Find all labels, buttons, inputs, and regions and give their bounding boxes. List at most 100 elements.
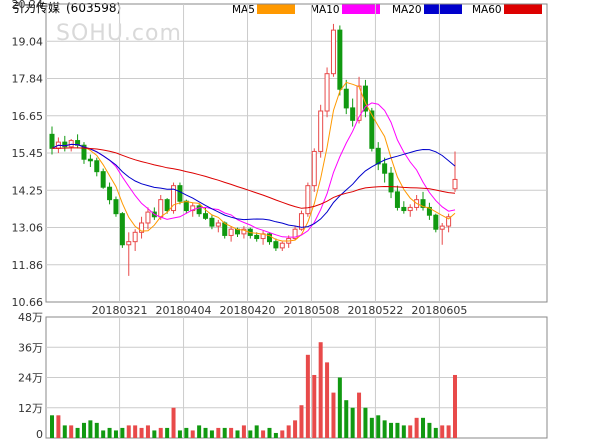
candle xyxy=(426,202,432,220)
volume-bar xyxy=(286,425,291,438)
candle xyxy=(94,157,100,177)
candle-body xyxy=(254,234,260,240)
candle-body xyxy=(228,228,234,236)
stock-code: (603598) xyxy=(66,1,121,15)
candle-body xyxy=(330,29,336,75)
volume-bar xyxy=(50,415,54,438)
volume-bar xyxy=(408,425,413,438)
volume-bar xyxy=(107,427,112,438)
volume-bar xyxy=(88,420,93,438)
candle xyxy=(433,213,439,233)
candle-body xyxy=(196,205,202,215)
volume-bar xyxy=(94,422,99,438)
candle-body xyxy=(311,150,317,187)
date-tick-label: 20180605 xyxy=(411,304,467,317)
volume-panel: 48万 36万 24万 12万 0 xyxy=(18,311,548,440)
candle-body xyxy=(139,222,145,233)
candle-body xyxy=(158,199,164,218)
price-tick-label: 14.25 xyxy=(12,184,44,197)
volume-bar xyxy=(446,425,451,438)
volume-tick-label: 12万 xyxy=(18,402,43,415)
candle xyxy=(446,213,452,233)
candle-body xyxy=(324,73,330,112)
volume-bar xyxy=(69,425,74,438)
candle xyxy=(266,232,272,245)
candle-body xyxy=(183,200,189,212)
candle-body xyxy=(273,241,279,249)
price-tick-label: 13.06 xyxy=(12,222,44,235)
price-tick-label: 17.84 xyxy=(12,73,44,86)
volume-bar xyxy=(267,427,272,438)
candle-body xyxy=(388,172,394,193)
candle xyxy=(452,151,458,192)
candle xyxy=(394,185,400,211)
candle-body xyxy=(343,88,349,109)
volume-bar xyxy=(382,420,387,438)
candle xyxy=(318,104,324,158)
candle-body xyxy=(68,140,74,148)
candle xyxy=(62,135,68,152)
candle-body xyxy=(100,171,106,188)
candle xyxy=(196,204,202,217)
candle-body xyxy=(439,225,445,230)
candle xyxy=(401,201,407,214)
volume-tick-label: 36万 xyxy=(18,341,43,354)
volume-bar xyxy=(427,422,432,438)
candle-body xyxy=(241,228,247,235)
candle xyxy=(171,182,177,214)
price-axis: 20.24 19.04 17.84 16.65 15.45 14.25 13.06 11.86… xyxy=(12,0,44,309)
date-axis: 20180321 20180404 20180420 20180508 20180522… xyxy=(92,304,468,317)
candle-body xyxy=(177,185,183,202)
candle xyxy=(311,148,317,192)
candle-body xyxy=(337,29,343,90)
volume-bar xyxy=(184,427,189,438)
candle-body xyxy=(190,205,196,212)
candle xyxy=(119,212,125,248)
volume-bar xyxy=(133,425,138,438)
candle-body xyxy=(107,186,113,201)
candle-body xyxy=(420,199,426,208)
volume-bar xyxy=(197,425,202,438)
candle xyxy=(132,229,138,251)
candle-body xyxy=(350,107,356,121)
candlesticks xyxy=(49,23,458,276)
candle xyxy=(356,76,362,124)
volume-tick-label: 24万 xyxy=(18,372,43,385)
candle xyxy=(209,215,215,230)
date-tick-label: 20180508 xyxy=(283,304,339,317)
volume-bar xyxy=(126,425,131,438)
candle-body xyxy=(119,213,125,246)
volume-bar xyxy=(62,425,67,438)
volume-bar xyxy=(203,427,208,438)
legend-swatch-ma20 xyxy=(424,4,462,14)
candle-body xyxy=(62,141,68,148)
candle xyxy=(279,241,285,251)
candle xyxy=(350,98,356,127)
candle xyxy=(343,79,349,115)
volume-bar xyxy=(248,430,253,438)
legend-swatch-ma5 xyxy=(257,4,295,14)
volume-bar xyxy=(414,417,419,438)
volume-bar xyxy=(440,425,445,438)
candle xyxy=(382,157,388,183)
volume-bar xyxy=(113,430,118,438)
price-tick-label: 10.66 xyxy=(12,296,44,309)
price-tick-label: 11.86 xyxy=(12,259,44,272)
candle xyxy=(439,222,445,245)
volume-bar xyxy=(81,422,86,438)
candle-body xyxy=(132,231,138,243)
candle-body xyxy=(49,133,55,149)
candle-body xyxy=(209,217,215,227)
candle-body xyxy=(356,85,362,121)
volume-bar xyxy=(305,354,310,438)
candle xyxy=(324,67,330,118)
candle-body xyxy=(407,206,413,212)
candle-body xyxy=(94,160,100,173)
candle-body xyxy=(433,214,439,230)
candle-body xyxy=(382,163,388,174)
volume-bar xyxy=(165,427,170,438)
price-tick-label: 19.04 xyxy=(12,35,44,48)
candle-body xyxy=(375,147,381,165)
candle xyxy=(75,134,81,149)
